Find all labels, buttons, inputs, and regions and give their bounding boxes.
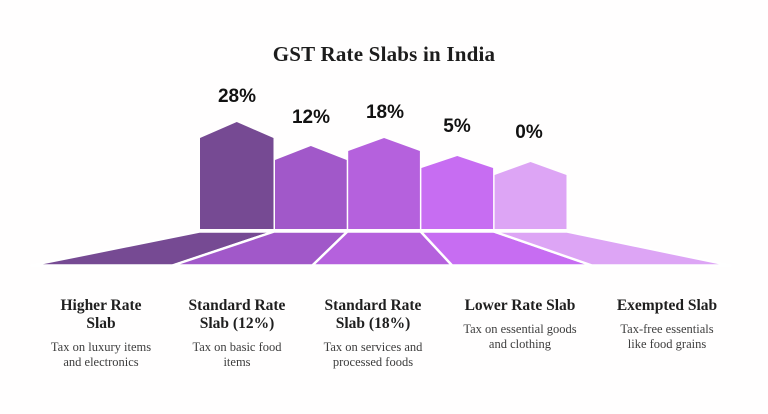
page-title: GST Rate Slabs in India <box>272 42 496 66</box>
pentagon-bars <box>200 122 567 229</box>
heading-line: Slab (18%) <box>335 315 411 332</box>
perspective-floor <box>29 230 732 267</box>
value-label-18: 18% <box>365 102 405 123</box>
slab-heading: Higher Rate Slab <box>21 297 181 333</box>
heading-line: Standard Rate <box>324 297 422 314</box>
slab-heading: Lower Rate Slab <box>428 297 612 315</box>
slab-heading: Standard Rate Slab (12%) <box>157 297 317 333</box>
value-label-0: 0% <box>515 122 543 143</box>
caption-line: Tax on basic food <box>192 340 282 354</box>
caption-line: and clothing <box>488 336 552 351</box>
slab-column-higher-rate: Higher Rate Slab Tax on luxury items and… <box>21 297 181 369</box>
slab-column-lower-rate: Lower Rate Slab Tax on essential goods a… <box>428 297 612 351</box>
value-label-12: 12% <box>291 107 331 128</box>
caption-line: Tax-free essentials <box>620 322 714 336</box>
caption-line: Tax on luxury items <box>50 340 152 354</box>
slab-heading: Standard Rate Slab (18%) <box>293 297 453 333</box>
value-label-28: 28% <box>217 86 257 107</box>
caption-line: items <box>223 354 251 369</box>
heading-line: Higher Rate <box>60 297 142 314</box>
slab-column-exempted: Exempted Slab Tax-free essentials like f… <box>577 297 757 351</box>
slab-caption: Tax on essential goods and clothing <box>428 322 612 351</box>
slab-caption: Tax on basic food items <box>157 340 317 369</box>
caption-line: Tax on services and <box>323 340 423 354</box>
slab-caption: Tax on services and processed foods <box>293 340 453 369</box>
slab-column-standard-12: Standard Rate Slab (12%) Tax on basic fo… <box>157 297 317 369</box>
heading-line: Slab <box>86 315 116 332</box>
slab-column-standard-18: Standard Rate Slab (18%) Tax on services… <box>293 297 453 369</box>
caption-line: like food grains <box>627 336 707 351</box>
heading-line: Standard Rate <box>188 297 286 314</box>
slab-heading: Exempted Slab <box>577 297 757 315</box>
caption-line: and electronics <box>63 354 139 369</box>
heading-line: Lower Rate Slab <box>464 297 576 314</box>
slab-caption: Tax on luxury items and electronics <box>21 340 181 369</box>
caption-line: Tax on essential goods <box>463 322 577 336</box>
caption-line: processed foods <box>332 354 414 369</box>
value-label-5: 5% <box>443 116 471 137</box>
heading-line: Slab (12%) <box>199 315 275 332</box>
slab-caption: Tax-free essentials like food grains <box>577 322 757 351</box>
heading-line: Exempted Slab <box>616 297 718 314</box>
